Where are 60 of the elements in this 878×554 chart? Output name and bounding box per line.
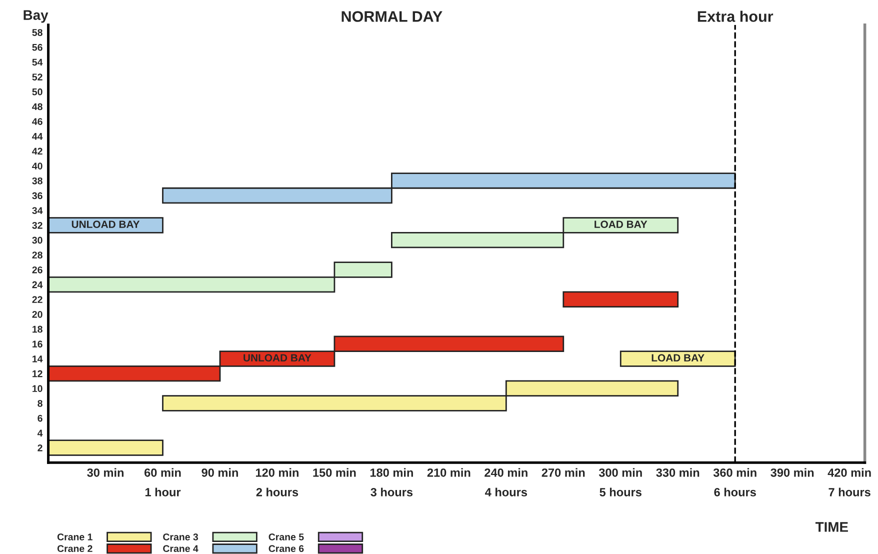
x-axis-title: TIME xyxy=(815,522,848,532)
y-tick-label: 2 xyxy=(38,444,42,452)
y-tick-label: 52 xyxy=(32,74,42,80)
y-tick-label: 34 xyxy=(32,207,43,214)
ref-line-label: Extra hour xyxy=(698,10,774,22)
y-tick-label: 50 xyxy=(32,88,42,96)
y-tick-label: 18 xyxy=(32,326,42,333)
y-tick-label: 20 xyxy=(32,310,42,318)
legend-label: Crane 5 xyxy=(268,534,304,540)
x-tick-label: 330 min xyxy=(656,468,700,477)
x-tick-label: 360 min 6 hours xyxy=(713,468,756,496)
y-axis-title: Bay xyxy=(24,10,48,23)
x-tick-label: 300 min 5 hours xyxy=(598,468,642,496)
y-tick-label: 6 xyxy=(38,414,42,422)
legend-label: Crane 6 xyxy=(268,545,304,552)
x-tick-label: 240 min 4 hours xyxy=(484,468,528,496)
y-tick-label: 40 xyxy=(32,162,42,170)
y-tick-label: 14 xyxy=(32,356,43,362)
x-tick-label: 30 min xyxy=(87,468,124,477)
x-tick-label: 390 min xyxy=(770,468,814,477)
y-tick-label: 38 xyxy=(32,177,42,184)
x-tick-label: 120 min 2 hours xyxy=(256,468,298,496)
data-label: LOAD BAY xyxy=(594,220,648,228)
legend-label: Crane 3 xyxy=(163,534,198,540)
y-tick-label: 28 xyxy=(32,252,42,259)
y-tick-label: 30 xyxy=(32,236,42,244)
bar xyxy=(620,350,736,367)
bar xyxy=(562,291,679,308)
x-tick-label: 150 min xyxy=(313,468,356,477)
y-tick-label: 56 xyxy=(32,44,42,51)
y-tick-label: 26 xyxy=(32,266,42,274)
legend-label: Crane 1 xyxy=(57,534,92,540)
y-tick-label: 48 xyxy=(32,103,42,110)
y-tick-label: 36 xyxy=(32,192,42,200)
x-tick-label: 270 min xyxy=(542,468,585,477)
x-tick-label: 180 min 3 hours xyxy=(370,468,413,496)
y-tick-label: 8 xyxy=(38,400,42,407)
y-tick-label: 44 xyxy=(32,133,43,140)
bar xyxy=(48,440,164,456)
legend-label: Crane 4 xyxy=(163,545,198,552)
y-tick-label: 42 xyxy=(32,148,42,155)
y-tick-label: 46 xyxy=(32,118,42,125)
y-tick-label: 16 xyxy=(32,340,42,348)
y-tick-label: 4 xyxy=(37,430,43,436)
x-tick-label: 210 min xyxy=(427,468,470,477)
legend-label: Crane 2 xyxy=(57,545,92,552)
data-label: UNLOAD BAY xyxy=(244,354,312,362)
data-label: UNLOAD BAY xyxy=(72,220,140,228)
y-tick-label: 10 xyxy=(32,385,42,392)
chart-title: NORMAL DAY xyxy=(342,11,442,22)
y-tick-label: 12 xyxy=(32,370,42,378)
x-tick-label: 420 min 7 hours xyxy=(828,468,871,496)
y-tick-label: 32 xyxy=(32,222,42,229)
y-tick-label: 58 xyxy=(32,29,42,36)
y-tick-label: 22 xyxy=(32,296,42,303)
y-tick-label: 54 xyxy=(32,58,43,66)
x-tick-label: 90 min xyxy=(202,468,238,477)
data-label: LOAD BAY xyxy=(652,354,704,362)
x-tick-label: 60 min 1 hour xyxy=(144,468,181,496)
y-tick-label: 24 xyxy=(32,281,43,288)
